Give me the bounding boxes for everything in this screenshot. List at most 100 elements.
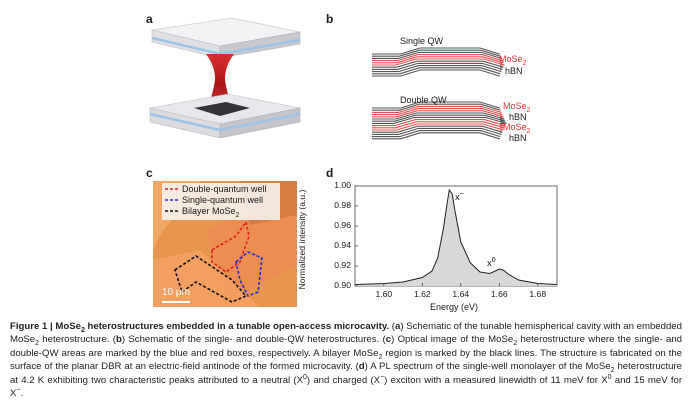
cavity-schematic: [149, 17, 301, 139]
caption-text-d5: and 15 meV for X: [10, 374, 683, 400]
double-mose2-label-1: MoSe2: [503, 101, 531, 114]
caption-figure-label-sub: 2: [80, 326, 85, 334]
panel-label-d: d: [326, 166, 334, 180]
panel-label-a: a: [146, 12, 153, 26]
spectrum-fill: [355, 190, 557, 286]
y-axis-label: Normalized intensity (a.u.): [297, 189, 307, 290]
double-hbn-label-1: hBN: [509, 112, 527, 122]
y-tick-label: 0.98: [334, 200, 351, 210]
single-hbn-label: hBN: [505, 66, 523, 76]
single-qw-layer: [372, 47, 500, 55]
figure-canvas: [149, 17, 558, 307]
double-qw-layer: [372, 121, 505, 129]
annotation-x-minus-text: x: [455, 192, 460, 203]
caption-text-a2: ) Schematic of the tunable hemispherical…: [10, 321, 682, 346]
double-qw-layer: [372, 110, 504, 118]
double-mose2-sub-1: 2: [526, 106, 531, 114]
caption-ref-a: a: [395, 321, 401, 332]
micrograph-flake-3: [153, 250, 260, 307]
legend-bilayer-text: Bilayer MoSe: [182, 206, 236, 216]
caption-text-a3: heterostructure. (: [38, 334, 116, 346]
double-mose2-text-2: MoSe: [503, 122, 527, 132]
annotation-x-zero-text: x: [487, 258, 492, 269]
x-tick-label: 1.66: [490, 289, 508, 299]
lower-dbr-layer: [149, 112, 301, 132]
double-qw-layer: [372, 130, 501, 138]
x-tick-label: 1.60: [375, 289, 393, 299]
single-qw-layer: [372, 67, 501, 75]
micrograph-legend-box: [162, 183, 280, 220]
spectrum-line: [354, 188, 558, 285]
caption-sub-d: 2: [610, 367, 615, 375]
annotation-x-zero-sup: 0: [491, 256, 496, 264]
caption-sub-a: 2: [35, 340, 39, 348]
caption-text-d1: ) A PL spectrum of the single-well monol…: [364, 361, 611, 373]
caption-sup-ma: −: [380, 373, 385, 381]
x-tick-label: 1.68: [529, 289, 547, 299]
double-qw-layer: [372, 119, 506, 127]
single-qw-layer: [372, 58, 505, 66]
annotation-x-minus: x−: [455, 190, 464, 203]
single-qw-layer: [372, 56, 504, 64]
single-qw-layer: [372, 65, 502, 73]
double-qw-layer: [372, 123, 504, 131]
caption-text-d3: ) and charged (X: [306, 374, 381, 386]
caption-sup-mb: −: [16, 386, 21, 394]
double-hbn-label-2: hBN: [509, 133, 527, 143]
caption-text-c1: ) Optical image of the MoSe: [391, 334, 514, 346]
double-qw-layer: [372, 132, 500, 140]
double-qw-stack: [372, 101, 507, 140]
annotation-x-minus-sup: −: [459, 190, 464, 198]
double-qw-layer: [372, 103, 501, 111]
panel-label-b: b: [326, 12, 334, 26]
annotation-x-zero: x0: [487, 256, 496, 269]
double-qw-layer: [372, 114, 506, 122]
caption-ref-c: c: [385, 334, 392, 346]
single-qw-layer: [372, 69, 500, 77]
caption-text-d2: heterostructure at 4.2 K exhibiting two …: [10, 361, 682, 386]
single-qw-layer: [372, 62, 503, 70]
single-qw-layer: [372, 60, 504, 68]
single-mose2-label: MoSe2: [499, 54, 527, 67]
single-qw-layer: [372, 51, 502, 59]
single-qw-stack: [372, 47, 505, 77]
double-qw-title: Double QW: [400, 95, 447, 105]
pl-chart: [354, 185, 558, 287]
double-mose2-text-1: MoSe: [503, 101, 527, 111]
y-tick-label: 0.96: [334, 220, 351, 230]
legend-bilayer-sub: 2: [235, 211, 240, 219]
single-qw-title: Single QW: [400, 36, 444, 46]
sample-layer: [194, 102, 250, 116]
caption-ref-d: d: [358, 361, 365, 373]
double-mose2-label-2: MoSe2: [503, 122, 531, 135]
caption-figure-label: Figure 1 | MoSe: [10, 321, 81, 332]
caption-ref-b: b: [116, 334, 122, 346]
single-mose2-text: MoSe: [499, 54, 523, 64]
single-qw-layer: [372, 49, 501, 57]
optical-image: [153, 181, 297, 307]
single-qw-layer: [372, 54, 503, 62]
caption-title: Figure 1 | MoSe2 heterostructures embedd…: [10, 321, 389, 334]
caption-text-c2: heterostructure where the single- and do…: [10, 334, 682, 359]
single-mose2-sub: 2: [522, 59, 527, 67]
caption-sup-0a: 0: [303, 373, 307, 381]
x-axis-label: Energy (eV): [430, 302, 479, 312]
single-qw-outline: [235, 251, 263, 298]
caption-text-d6: .: [20, 388, 24, 400]
double-qw-layer: [372, 101, 500, 109]
y-tick-label: 1.00: [334, 180, 351, 190]
caption-sub-c1: 2: [513, 340, 518, 348]
caption-text-a1: (: [389, 321, 396, 332]
bilayer-outline: [174, 255, 248, 303]
y-tick-label: 0.94: [334, 240, 351, 250]
x-tick-label: 1.62: [413, 289, 431, 299]
double-mose2-sub-2: 2: [526, 127, 531, 135]
caption-text-b: ) Schematic of the single- and double-QW…: [121, 334, 386, 346]
double-qw-layer: [372, 108, 503, 116]
double-qw-outline: [211, 220, 250, 273]
panel-label-c: c: [146, 166, 153, 180]
caption-text-c3: region is marked by the black lines. The…: [10, 347, 683, 373]
double-qw-layer: [372, 127, 502, 135]
caption-sup-0b: 0: [607, 373, 612, 381]
scale-bar-label: 10 μm: [162, 287, 190, 298]
